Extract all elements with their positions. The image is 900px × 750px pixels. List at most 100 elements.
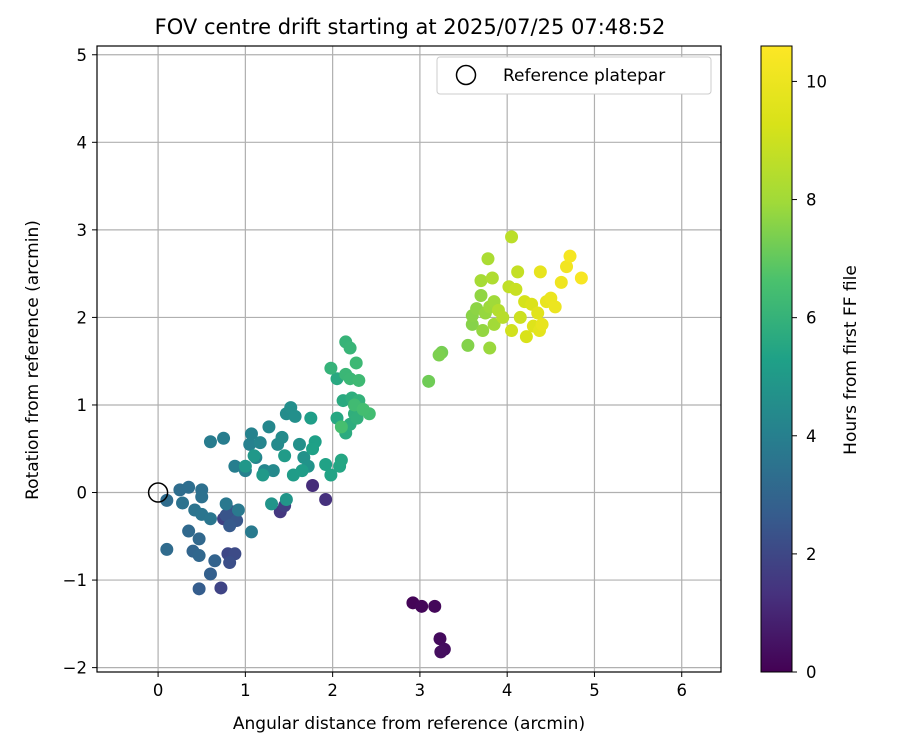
colorbar-tick-label: 6 [806, 309, 817, 328]
data-point [223, 556, 237, 570]
data-point [217, 431, 231, 445]
colorbar-gradient [760, 45, 793, 673]
data-point [481, 252, 495, 266]
data-point [160, 542, 174, 556]
y-axis-label: Rotation from reference (arcmin) [23, 220, 43, 500]
data-point [428, 599, 442, 613]
data-point [244, 525, 258, 539]
colorbar-label: Hours from first FF file [841, 265, 861, 455]
legend-box [436, 56, 712, 95]
data-point [279, 493, 293, 507]
data-point [203, 512, 217, 526]
y-tick-label: 2 [77, 308, 88, 327]
data-point [511, 265, 525, 279]
data-point [483, 341, 497, 355]
x-tick-label: 6 [676, 681, 687, 700]
colorbar-tick-label: 4 [806, 427, 817, 446]
colorbar-tick-label: 2 [806, 545, 817, 564]
data-point [208, 554, 222, 568]
data-point [349, 356, 363, 370]
data-point [334, 453, 348, 467]
data-point [266, 464, 280, 478]
x-tick-label: 5 [589, 681, 600, 700]
data-point [485, 271, 499, 285]
grid-lines [97, 46, 721, 672]
y-tick-label: 5 [77, 46, 88, 65]
data-point [433, 632, 447, 646]
data-point [203, 435, 217, 449]
data-point [182, 524, 196, 538]
x-tick-label: 0 [153, 681, 164, 700]
data-point [238, 459, 252, 473]
data-point [563, 249, 577, 263]
x-tick-label: 1 [240, 681, 251, 700]
x-tick-label: 2 [327, 681, 338, 700]
data-point [535, 317, 549, 331]
data-point [306, 479, 320, 493]
data-point [192, 532, 206, 546]
data-point [219, 497, 233, 511]
tick-labels: 0 1 2 3 4 5 6 −2 −1 0 1 2 3 4 5 [63, 46, 687, 700]
data-point [474, 274, 488, 288]
x-axis-label: Angular distance from reference (arcmin) [233, 714, 585, 734]
data-point [203, 567, 217, 581]
data-point [219, 508, 233, 522]
data-point [505, 324, 519, 338]
data-point [487, 317, 501, 331]
data-point [432, 348, 446, 362]
data-point [295, 464, 309, 478]
reference-point [147, 482, 169, 503]
x-tick-label: 4 [502, 681, 513, 700]
colorbar-tick-label: 10 [806, 72, 827, 91]
colorbar-ticks: 0 2 4 6 8 10 [792, 72, 827, 682]
data-point [334, 420, 348, 434]
data-point [519, 330, 533, 344]
legend-label: Reference platepar [503, 66, 665, 86]
data-point [243, 437, 257, 451]
colorbar-tick-label: 8 [806, 191, 817, 210]
y-tick-label: 3 [77, 221, 88, 240]
data-point [195, 490, 209, 504]
data-points [160, 230, 588, 659]
data-point [244, 427, 258, 441]
x-tick-label: 3 [415, 681, 426, 700]
data-point [356, 402, 370, 416]
y-tick-label: −2 [63, 659, 87, 678]
data-point [560, 260, 574, 274]
data-point [223, 519, 237, 533]
data-point [343, 341, 357, 355]
colorbar [760, 45, 793, 673]
data-point [288, 409, 302, 423]
data-point [256, 468, 270, 482]
y-tick-label: 0 [77, 484, 88, 503]
data-point [509, 282, 523, 296]
axes [92, 45, 722, 677]
data-point [513, 310, 527, 324]
data-point [192, 549, 206, 563]
reference-marker [147, 482, 169, 503]
colorbar-tick-label: 0 [806, 663, 817, 682]
data-point [533, 265, 547, 279]
chart-title: FOV centre drift starting at 2025/07/25 … [155, 15, 666, 39]
data-point [461, 338, 475, 352]
y-tick-label: 4 [77, 133, 88, 152]
data-point [214, 581, 228, 595]
data-point [182, 480, 196, 494]
data-point [231, 503, 245, 517]
data-point [415, 599, 429, 613]
data-point [275, 430, 289, 444]
data-point [474, 289, 488, 303]
data-point [160, 493, 174, 507]
data-point [253, 436, 267, 450]
data-point [262, 420, 276, 434]
data-point [192, 582, 206, 596]
data-point [265, 497, 279, 511]
data-point [292, 437, 306, 451]
data-point [228, 459, 242, 473]
y-tick-label: 1 [77, 396, 88, 415]
legend-marker [455, 64, 477, 86]
data-point [434, 645, 448, 659]
data-point [319, 493, 333, 507]
data-point [304, 411, 318, 425]
data-point [505, 230, 519, 244]
